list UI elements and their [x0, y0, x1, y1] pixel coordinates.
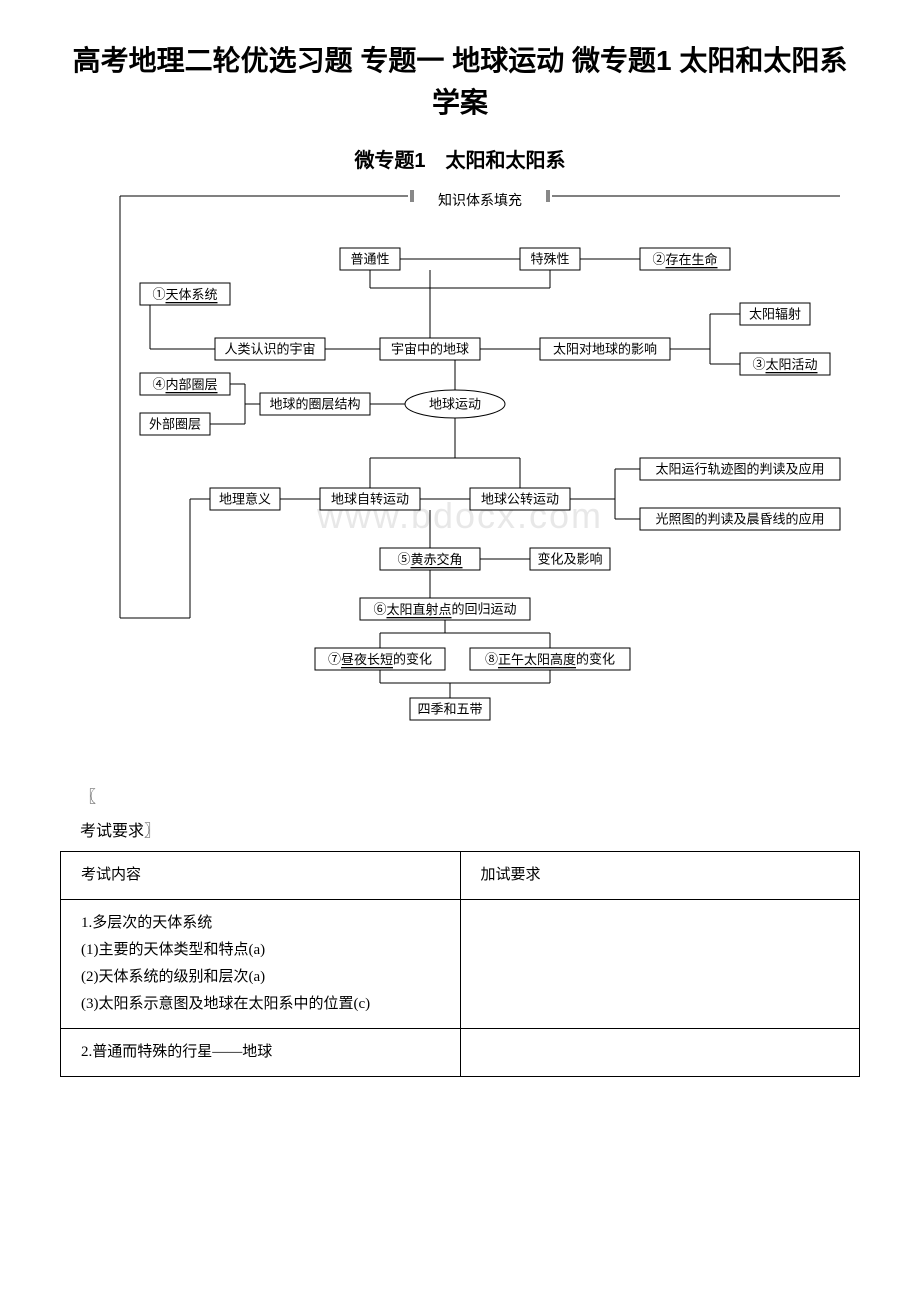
node-renlei: 人类认识的宇宙 [224, 342, 315, 357]
row1-line4: (3)太阳系示意图及地球在太阳系中的位置(c) [81, 991, 440, 1018]
table-row: 2.普通而特殊的行星——地球 [61, 1029, 860, 1077]
node-taiyangfushe: 太阳辐射 [749, 307, 801, 322]
exam-label: 考试要求〗 [80, 817, 860, 841]
sub-title: 微专题1 太阳和太阳系 [60, 144, 860, 173]
cell-req-1 [460, 900, 860, 1029]
node-huangchi: ⑤黄赤交角 [397, 552, 462, 567]
node-siji: 四季和五带 [417, 702, 482, 717]
cell-content-2: 2.普通而特殊的行星——地球 [61, 1029, 461, 1077]
cell-content-1: 1.多层次的天体系统 (1)主要的天体类型和特点(a) (2)天体系统的级别和层… [61, 900, 461, 1029]
node-zhengwu: ⑧正午太阳高度的变化 [485, 652, 615, 667]
node-taiyanghuodong: ③太阳活动 [752, 357, 817, 372]
node-taiyangyingxiang: 太阳对地球的影响 [553, 342, 657, 357]
header-req: 加试要求 [460, 852, 860, 900]
node-bianhua: 变化及影响 [537, 552, 602, 567]
exam-bracket-open: 〖 [80, 783, 860, 807]
node-cunzai: ②存在生命 [652, 252, 717, 267]
node-gongzhuan: 地球公转运动 [481, 492, 559, 507]
node-quanceng: 地球的圈层结构 [269, 397, 360, 412]
node-diqiuyundong: 地球运动 [429, 397, 481, 412]
table-header-row: 考试内容 加试要求 [61, 852, 860, 900]
diagram-header: 知识体系填充 [438, 192, 522, 208]
node-neibu: ④内部圈层 [152, 377, 217, 392]
exam-requirements-table: 考试内容 加试要求 1.多层次的天体系统 (1)主要的天体类型和特点(a) (2… [60, 851, 860, 1077]
knowledge-diagram: www.bdocx.com 知识体系填充 普通性 特殊性 ②存在生命 ①天体系统… [60, 188, 860, 753]
node-zhouye: ⑦昼夜长短的变化 [328, 652, 432, 667]
node-guangzhao: 光照图的判读及晨昏线的应用 [655, 512, 824, 527]
row1-line2: (1)主要的天体类型和特点(a) [81, 937, 440, 964]
node-teshuxing: 特殊性 [530, 252, 569, 267]
header-marker-left [410, 190, 414, 202]
node-waibu: 外部圈层 [149, 417, 201, 432]
row1-line1: 1.多层次的天体系统 [81, 910, 440, 937]
node-zhishe: ⑥太阳直射点的回归运动 [373, 602, 516, 617]
node-tianti: ①天体系统 [152, 287, 217, 302]
header-marker-right [546, 190, 550, 202]
node-putongxing: 普通性 [350, 252, 389, 267]
node-zizhuan: 地球自转运动 [331, 492, 409, 507]
node-guiji: 太阳运行轨迹图的判读及应用 [655, 462, 824, 477]
row1-line3: (2)天体系统的级别和层次(a) [81, 964, 440, 991]
table-row: 1.多层次的天体系统 (1)主要的天体类型和特点(a) (2)天体系统的级别和层… [61, 900, 860, 1029]
main-title: 高考地理二轮优选习题 专题一 地球运动 微专题1 太阳和太阳系学案 [60, 40, 860, 124]
header-content: 考试内容 [61, 852, 461, 900]
row2-line1: 2.普通而特殊的行星——地球 [81, 1039, 440, 1066]
node-yuzhou: 宇宙中的地球 [391, 342, 469, 357]
node-diliyiyi: 地理意义 [219, 492, 271, 507]
cell-req-2 [460, 1029, 860, 1077]
